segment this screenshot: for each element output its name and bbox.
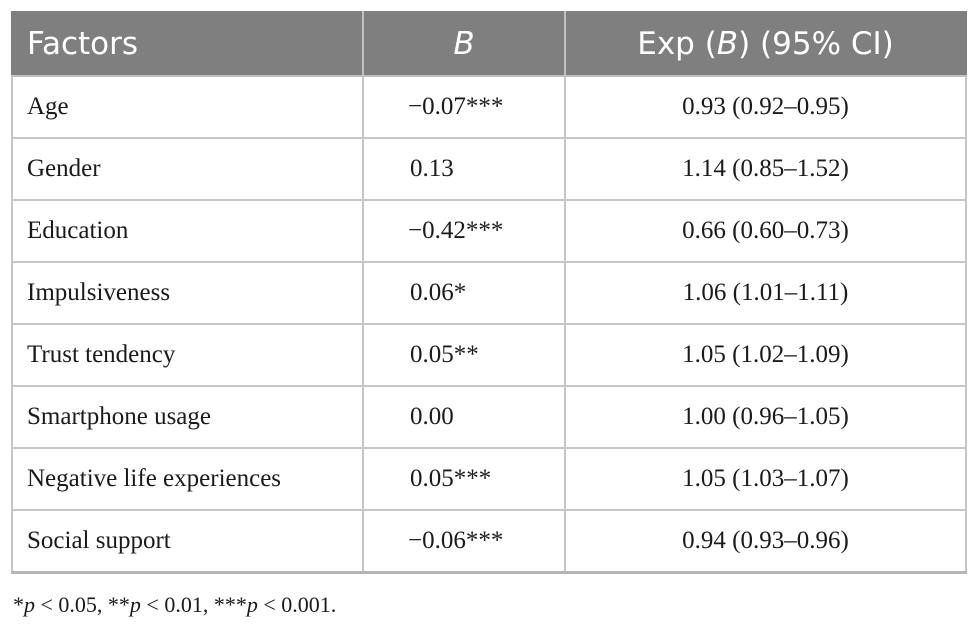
factor-cell: Education (11, 199, 364, 263)
footnote-text-2: < 0.01, *** (140, 592, 247, 617)
b-cell: 0.06* (362, 261, 566, 325)
footnote-text-3: < 0.001. (257, 592, 337, 617)
factor-cell: Social support (11, 509, 364, 574)
table-row: Gender 0.13 1.14 (0.85–1.52) (11, 137, 967, 201)
b-cell: −0.07*** (362, 75, 566, 139)
table-header: Factors B Exp (B) (95% CI) (11, 11, 967, 77)
table-row: Education −0.42*** 0.66 (0.60–0.73) (11, 199, 967, 263)
table-row: Trust tendency 0.05** 1.05 (1.02–1.09) (11, 323, 967, 387)
table-row: Impulsiveness 0.06* 1.06 (1.01–1.11) (11, 261, 967, 325)
footnote-p-3: p (246, 592, 258, 617)
header-b-italic: B (453, 26, 475, 62)
footnote-p-1: p (24, 592, 35, 617)
footnote-star-1: * (13, 592, 24, 617)
regression-table: Factors B Exp (B) (95% CI) Age −0.07*** … (11, 11, 967, 574)
header-factors: Factors (11, 11, 364, 77)
footnote-text-1: < 0.05, ** (35, 592, 130, 617)
b-cell: 0.00 (362, 385, 566, 449)
b-cell: 0.05** (362, 323, 566, 387)
exp-cell: 1.00 (0.96–1.05) (564, 385, 967, 449)
table-row: Age −0.07*** 0.93 (0.92–0.95) (11, 75, 967, 139)
exp-cell: 1.05 (1.02–1.09) (564, 323, 967, 387)
b-cell: −0.42*** (362, 199, 566, 263)
exp-cell: 1.14 (0.85–1.52) (564, 137, 967, 201)
table-row: Social support −0.06*** 0.94 (0.93–0.96) (11, 509, 967, 574)
header-exp-b-italic: B (716, 26, 739, 62)
exp-cell: 0.93 (0.92–0.95) (564, 75, 967, 139)
significance-footnote: *p < 0.05, **p < 0.01, ***p < 0.001. (13, 592, 336, 618)
regression-table-container: Factors B Exp (B) (95% CI) Age −0.07*** … (11, 11, 967, 574)
exp-cell: 0.66 (0.60–0.73) (564, 199, 967, 263)
factor-cell: Gender (11, 137, 364, 201)
exp-cell: 1.06 (1.01–1.11) (564, 261, 967, 325)
header-row: Factors B Exp (B) (95% CI) (11, 11, 967, 77)
factor-cell: Smartphone usage (11, 385, 364, 449)
header-exp-suffix: ) (95% CI) (738, 26, 894, 62)
b-cell: 0.13 (362, 137, 566, 201)
table-row: Negative life experiences 0.05*** 1.05 (… (11, 447, 967, 511)
b-cell: 0.05*** (362, 447, 566, 511)
exp-cell: 0.94 (0.93–0.96) (564, 509, 967, 574)
header-exp-prefix: Exp ( (637, 26, 717, 62)
header-exp-b-ci: Exp (B) (95% CI) (564, 11, 967, 77)
header-b: B (362, 11, 566, 77)
table-body: Age −0.07*** 0.93 (0.92–0.95) Gender 0.1… (11, 75, 967, 574)
table-row: Smartphone usage 0.00 1.00 (0.96–1.05) (11, 385, 967, 449)
factor-cell: Trust tendency (11, 323, 364, 387)
b-cell: −0.06*** (362, 509, 566, 574)
factor-cell: Negative life experiences (11, 447, 364, 511)
factor-cell: Impulsiveness (11, 261, 364, 325)
footnote-p-2: p (129, 592, 141, 617)
factor-cell: Age (11, 75, 364, 139)
exp-cell: 1.05 (1.03–1.07) (564, 447, 967, 511)
